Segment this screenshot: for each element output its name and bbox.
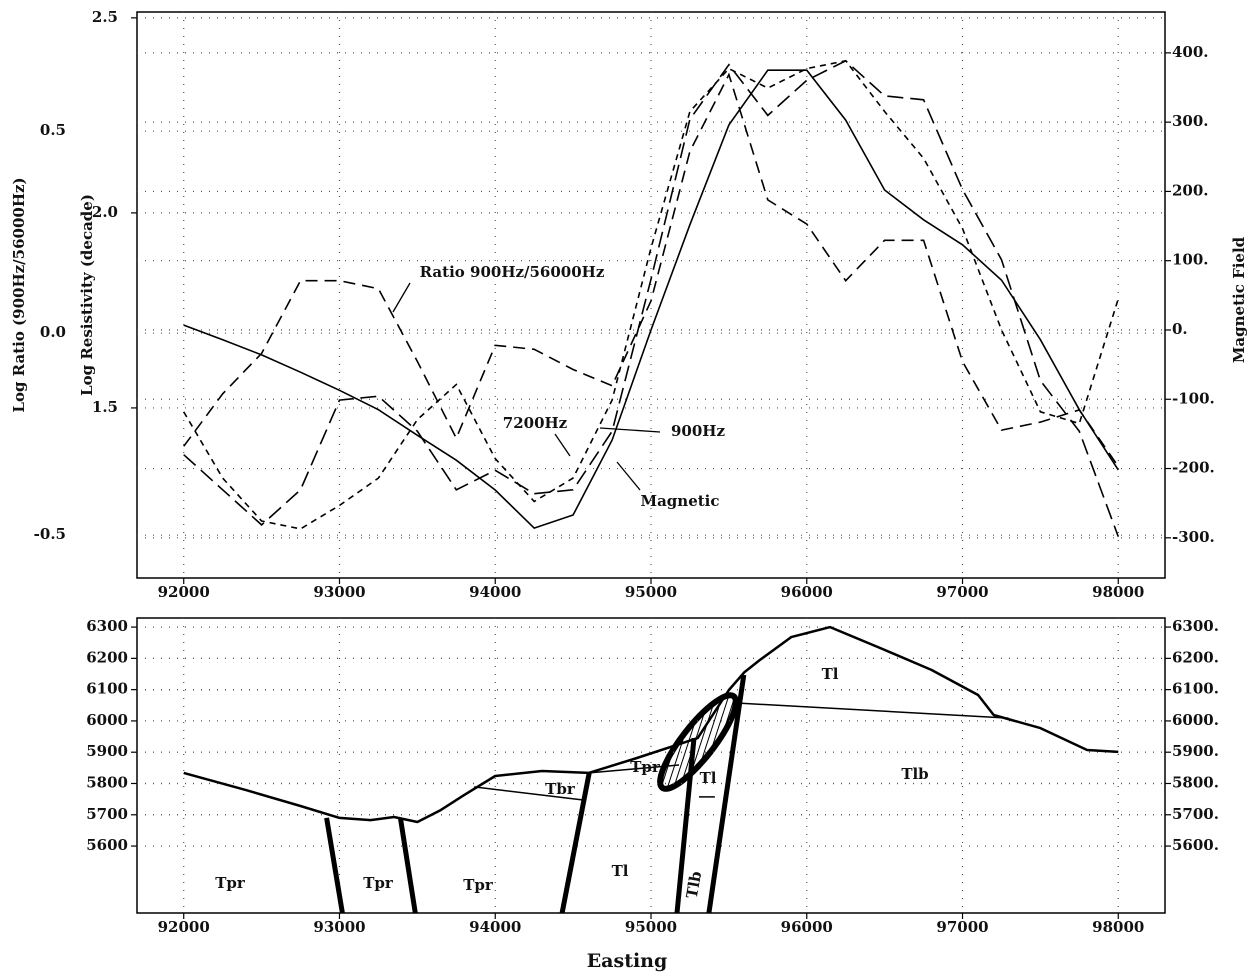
y-tick-label: 2.0 xyxy=(92,203,118,221)
x-axis-label: Easting xyxy=(587,950,668,972)
label-leader xyxy=(616,461,641,491)
y2-tick-label: 6300. xyxy=(1172,617,1219,635)
y2-tick-label: 6000. xyxy=(1172,711,1219,729)
y-tick-label: 6100 xyxy=(86,680,128,698)
x-tick-label: 94000 xyxy=(469,583,521,601)
y2-axis-label: Magnetic Field xyxy=(1230,236,1248,363)
formation-label: Tl xyxy=(612,862,629,880)
y3-tick-label: 0.0 xyxy=(40,323,66,341)
formation-label: Tpr xyxy=(215,874,246,892)
label-leader xyxy=(599,427,661,433)
y-tick-label: 6300 xyxy=(86,617,128,635)
label-leader xyxy=(392,282,411,313)
y-tick-label: 5800 xyxy=(86,773,128,791)
formation-label: Tpr xyxy=(363,874,394,892)
series-label: 7200Hz xyxy=(503,414,568,432)
y2-tick-label: 300. xyxy=(1172,112,1209,130)
series-label: 900Hz xyxy=(671,422,725,440)
section-line xyxy=(474,786,585,801)
formation-label: Tl xyxy=(700,769,717,787)
section-line xyxy=(559,772,592,914)
x-tick-label: 92000 xyxy=(158,583,210,601)
y2-tick-label: 0. xyxy=(1172,320,1188,338)
series-line xyxy=(183,69,1119,530)
y3-axis-label: Log Ratio (900Hz/56000Hz) xyxy=(10,177,28,412)
section-line xyxy=(397,817,418,914)
lens-body xyxy=(657,692,739,792)
y-tick-label: 5700 xyxy=(86,805,128,823)
x-tick-label: 95000 xyxy=(625,583,677,601)
x-tick-label: 93000 xyxy=(313,583,365,601)
section-line xyxy=(589,764,680,774)
y2-tick-label: 5600. xyxy=(1172,836,1219,854)
x-tick-label: 92000 xyxy=(158,918,210,936)
formation-label: Tpr xyxy=(630,758,661,776)
y-tick-label: 5600 xyxy=(86,836,128,854)
x-tick-label: 93000 xyxy=(313,918,365,936)
y2-tick-label: 5900. xyxy=(1172,742,1219,760)
section-line xyxy=(183,625,1119,824)
x-tick-label: 98000 xyxy=(1092,583,1144,601)
label-leader xyxy=(554,433,571,457)
section-line xyxy=(324,817,345,914)
section-line xyxy=(674,737,697,914)
y2-tick-label: -100. xyxy=(1172,389,1215,407)
x-tick-label: 98000 xyxy=(1092,918,1144,936)
x-tick-label: 94000 xyxy=(469,918,521,936)
y2-tick-label: 6200. xyxy=(1172,648,1219,666)
formation-label: Tlb xyxy=(901,765,928,783)
y-tick-label: 5900 xyxy=(86,742,128,760)
y-tick-label: 6000 xyxy=(86,711,128,729)
y2-tick-label: 6100. xyxy=(1172,680,1219,698)
y2-tick-label: 200. xyxy=(1172,181,1209,199)
y3-tick-label: -0.5 xyxy=(34,525,66,543)
x-tick-label: 97000 xyxy=(936,583,988,601)
formation-label: Tbr xyxy=(545,780,576,798)
formation-label: Tl xyxy=(822,665,839,683)
y3-tick-label: 0.5 xyxy=(40,121,66,139)
section-line xyxy=(738,702,1009,719)
series-label: Magnetic xyxy=(640,492,719,510)
formation-label: Tlb xyxy=(683,870,705,900)
y-axis-label: Log Resistivity (decade) xyxy=(78,194,96,396)
x-tick-label: 96000 xyxy=(781,918,833,936)
section-line xyxy=(706,674,747,914)
series-label: Ratio 900Hz/56000Hz xyxy=(420,263,605,281)
y-tick-label: 2.5 xyxy=(92,8,118,26)
y-tick-label: 1.5 xyxy=(92,398,118,416)
y2-tick-label: 100. xyxy=(1172,251,1209,269)
y2-tick-label: -200. xyxy=(1172,459,1215,477)
y2-tick-label: 5700. xyxy=(1172,805,1219,823)
series-line xyxy=(183,59,1120,530)
y2-tick-label: 5800. xyxy=(1172,773,1219,791)
series-line xyxy=(183,72,1119,467)
y2-tick-label: 400. xyxy=(1172,43,1209,61)
y-tick-label: 6200 xyxy=(86,648,128,666)
y2-tick-label: -300. xyxy=(1172,528,1215,546)
x-tick-label: 97000 xyxy=(936,918,988,936)
formation-label: Tpr xyxy=(463,876,494,894)
series-line xyxy=(183,59,1120,537)
x-tick-label: 95000 xyxy=(625,918,677,936)
x-tick-label: 96000 xyxy=(781,583,833,601)
